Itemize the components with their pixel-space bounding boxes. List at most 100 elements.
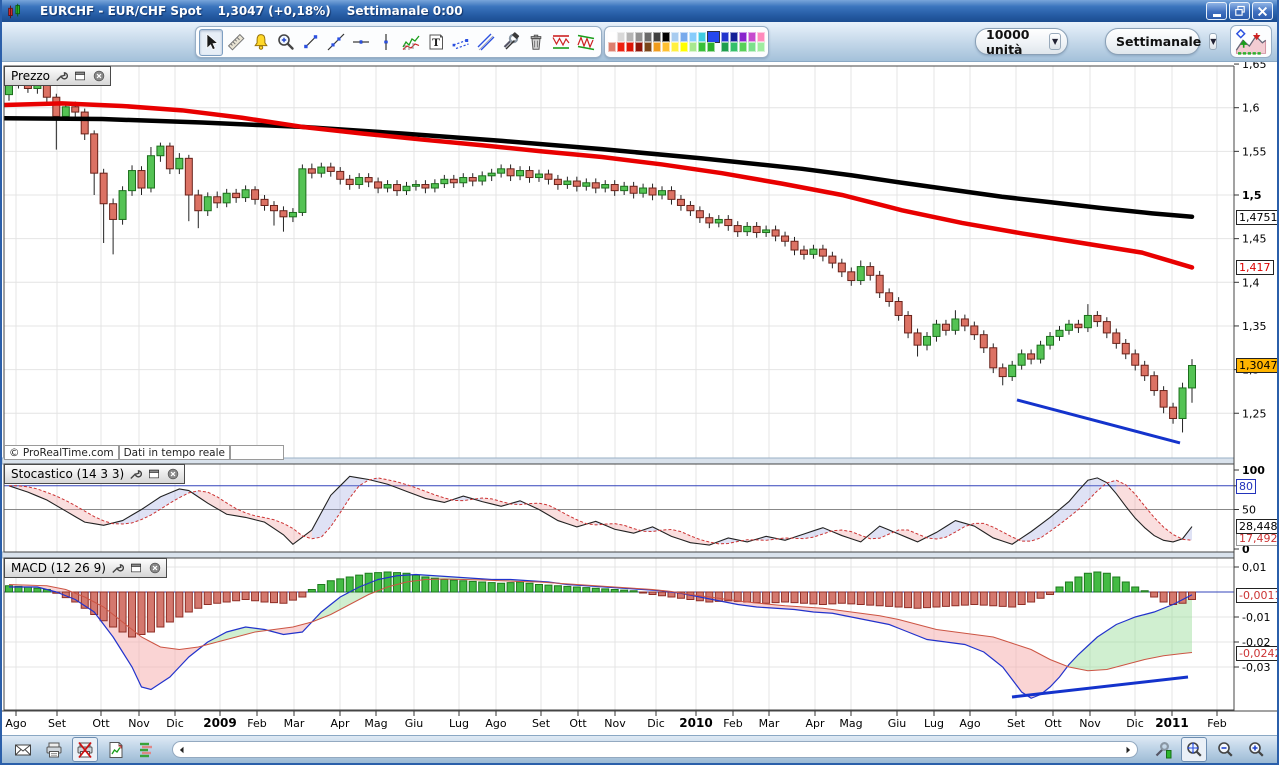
wrench-icon — [112, 564, 124, 574]
color-swatch[interactable] — [608, 42, 616, 52]
color-swatch[interactable] — [757, 32, 765, 42]
chart-style-icon — [1235, 28, 1267, 55]
chevron-down-icon[interactable]: ▼ — [1209, 33, 1218, 50]
close-button[interactable] — [1252, 2, 1273, 20]
cursor-tool[interactable] — [199, 28, 223, 56]
color-swatch[interactable] — [653, 32, 661, 42]
line-tool[interactable] — [324, 29, 348, 56]
color-swatch[interactable] — [680, 42, 688, 52]
print-button[interactable] — [41, 737, 67, 762]
chart-settings-button[interactable] — [1150, 737, 1176, 762]
color-swatch[interactable] — [721, 32, 729, 42]
macd-window-button[interactable] — [128, 560, 144, 576]
price-panel-title: Prezzo — [11, 69, 51, 83]
color-swatch[interactable] — [721, 42, 729, 52]
vertical-line-tool[interactable] — [374, 29, 398, 56]
color-swatch[interactable] — [739, 42, 747, 52]
horizontal-line-tool[interactable] — [349, 29, 373, 56]
color-swatch[interactable] — [635, 32, 643, 42]
pattern-up-tool[interactable] — [549, 29, 573, 56]
color-swatch[interactable] — [698, 42, 706, 52]
svg-text:Giu: Giu — [405, 717, 424, 730]
price-close-button[interactable] — [91, 68, 107, 84]
color-swatch[interactable] — [748, 32, 756, 42]
color-swatch[interactable] — [707, 42, 715, 52]
title-bar: EURCHF - EUR/CHF Spot 1,3047 (+0,18%) Se… — [2, 0, 1277, 22]
color-swatch[interactable] — [626, 32, 634, 42]
chart-canvas[interactable]: 1,651,61,551,51,451,41,351,31,251005000,… — [2, 62, 1279, 737]
zoom-in-button[interactable] — [1243, 737, 1269, 762]
forecast-tool[interactable] — [399, 29, 423, 56]
timeframe-dropdown[interactable]: Settimanale ▼ — [1105, 28, 1218, 55]
macd-value-label: -0,0011 — [1236, 588, 1277, 603]
no-print-button[interactable] — [72, 737, 98, 762]
color-swatch[interactable] — [644, 42, 652, 52]
color-swatch[interactable] — [689, 42, 697, 52]
stoch-value-label: 28,448 — [1236, 519, 1277, 534]
no-print-icon — [77, 741, 93, 758]
color-swatch[interactable] — [730, 42, 738, 52]
units-dropdown[interactable]: 10000 unità ▼ — [975, 27, 1068, 57]
chevron-down-icon[interactable]: ▼ — [1049, 33, 1061, 50]
measure-tool[interactable] — [449, 29, 473, 56]
alert-tool[interactable] — [249, 29, 273, 56]
color-swatch[interactable] — [608, 32, 616, 42]
restore-button[interactable] — [1229, 2, 1250, 20]
text-tool[interactable]: T — [424, 29, 448, 56]
color-palette-group — [604, 26, 769, 58]
color-swatch[interactable] — [644, 32, 652, 42]
scroll-right-button[interactable] — [1120, 743, 1136, 757]
chart-style-button[interactable] — [1230, 25, 1272, 58]
color-swatch[interactable] — [635, 42, 643, 52]
data-table-button[interactable] — [134, 737, 160, 762]
mail-button[interactable] — [10, 737, 36, 762]
minimize-button[interactable] — [1206, 2, 1227, 20]
price-window-button[interactable] — [72, 68, 88, 84]
pattern-down-tool[interactable] — [574, 29, 598, 56]
parallel-lines-tool[interactable] — [474, 29, 498, 56]
close-icon — [1257, 6, 1268, 16]
svg-text:0: 0 — [1242, 543, 1250, 556]
color-swatch[interactable] — [689, 32, 697, 42]
stoch-overbought-label: 80 — [1236, 479, 1256, 494]
color-swatch[interactable] — [730, 32, 738, 42]
svg-text:1,55: 1,55 — [1242, 145, 1267, 158]
color-swatch[interactable] — [671, 42, 679, 52]
color-swatch[interactable] — [748, 42, 756, 52]
report-button[interactable] — [103, 737, 129, 762]
delete-tool[interactable] — [524, 29, 548, 56]
macd-close-button[interactable] — [147, 560, 163, 576]
color-swatch[interactable] — [680, 32, 688, 42]
stoch-close-button[interactable] — [165, 466, 181, 482]
svg-text:Mag: Mag — [364, 717, 387, 730]
color-swatch[interactable] — [671, 32, 679, 42]
text-icon: T — [429, 34, 443, 50]
color-swatch[interactable] — [617, 42, 625, 52]
price-settings-button[interactable] — [53, 68, 69, 84]
zoom-out-button[interactable] — [1212, 737, 1238, 762]
segment-tool[interactable] — [299, 29, 323, 56]
color-swatch[interactable] — [698, 32, 706, 42]
svg-text:Dic: Dic — [1126, 717, 1144, 730]
ruler-tool[interactable] — [224, 29, 248, 56]
cursor-icon — [206, 33, 219, 51]
color-swatch[interactable] — [617, 32, 625, 42]
color-swatch[interactable] — [662, 42, 670, 52]
color-swatch[interactable] — [626, 42, 634, 52]
horizontal-scrollbar[interactable] — [172, 741, 1138, 758]
svg-text:T: T — [432, 37, 440, 49]
zoom-fit-button[interactable] — [1181, 737, 1207, 762]
color-swatch[interactable] — [662, 32, 670, 42]
stoch-settings-button[interactable] — [127, 466, 143, 482]
macd-settings-button[interactable] — [109, 560, 125, 576]
stoch-window-button[interactable] — [146, 466, 162, 482]
macd-panel-title: MACD (12 26 9) — [11, 561, 106, 575]
color-swatch[interactable] — [653, 42, 661, 52]
settings-tool[interactable] — [499, 29, 523, 56]
scroll-left-button[interactable] — [174, 743, 190, 757]
svg-text:1,4: 1,4 — [1242, 276, 1260, 289]
color-swatch[interactable] — [757, 42, 765, 52]
zoom-select-tool[interactable] — [274, 29, 298, 56]
color-swatch[interactable] — [739, 32, 747, 42]
